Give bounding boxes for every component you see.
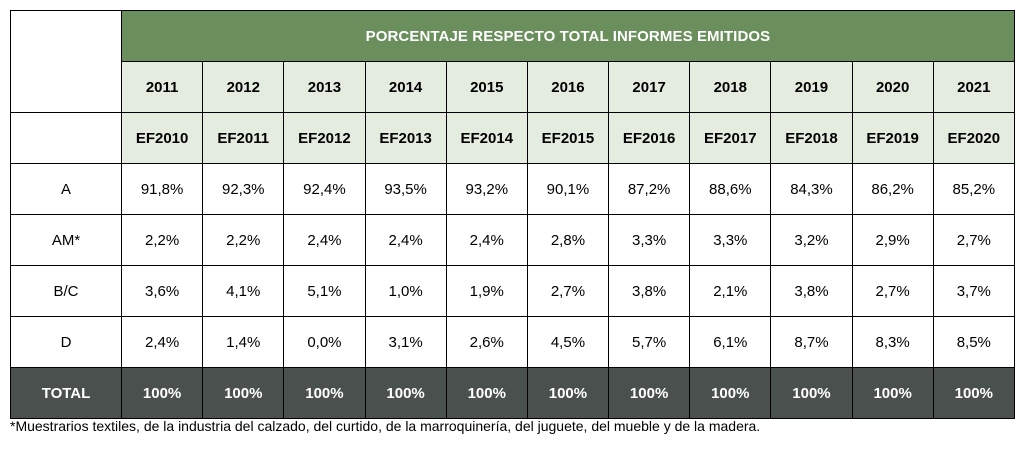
table-cell: 3,3% <box>608 214 691 266</box>
row-label: AM* <box>10 214 122 266</box>
exercise-header: EF2015 <box>526 112 610 164</box>
table-cell: 2,1% <box>689 265 772 317</box>
exercise-header: EF2013 <box>364 112 447 164</box>
table-cell: 2,4% <box>120 316 204 368</box>
exercise-header: EF2010 <box>120 112 204 164</box>
exercise-header: EF2017 <box>689 112 772 164</box>
year-header: 2013 <box>283 61 366 113</box>
corner-cell <box>10 10 122 113</box>
table-cell: 1,9% <box>445 265 528 317</box>
year-header: 2019 <box>770 61 853 113</box>
table-cell: 2,4% <box>283 214 366 266</box>
table-cell: 3,3% <box>689 214 772 266</box>
total-row: TOTAL 100% 100% 100% 100% 100% 100% 100%… <box>10 367 1015 419</box>
table-cell: 2,6% <box>445 316 528 368</box>
table-cell: 92,4% <box>283 163 366 215</box>
year-header: 2020 <box>851 61 934 113</box>
table-cell: 2,2% <box>202 214 285 266</box>
exercise-header-row: EF2010 EF2011 EF2012 EF2013 EF2014 EF201… <box>10 112 1015 164</box>
table-cell: 6,1% <box>689 316 772 368</box>
table-cell: 4,1% <box>202 265 285 317</box>
year-header: 2011 <box>120 61 204 113</box>
year-header: 2012 <box>202 61 285 113</box>
table-row-d: D 2,4% 1,4% 0,0% 3,1% 2,6% 4,5% 5,7% 6,1… <box>10 316 1015 368</box>
total-cell: 100% <box>526 367 610 419</box>
table-cell: 3,6% <box>120 265 204 317</box>
table-cell: 5,7% <box>608 316 691 368</box>
table-cell: 2,7% <box>851 265 934 317</box>
exercise-header: EF2019 <box>851 112 934 164</box>
table-cell: 8,7% <box>770 316 853 368</box>
table-cell: 8,3% <box>851 316 934 368</box>
table-cell: 4,5% <box>526 316 610 368</box>
total-cell: 100% <box>932 367 1015 419</box>
total-cell: 100% <box>851 367 934 419</box>
table-cell: 3,8% <box>608 265 691 317</box>
year-header: 2021 <box>932 61 1015 113</box>
table-cell: 2,7% <box>526 265 610 317</box>
table-cell: 2,9% <box>851 214 934 266</box>
total-cell: 100% <box>364 367 447 419</box>
year-header: 2014 <box>364 61 447 113</box>
table-title: PORCENTAJE RESPECTO TOTAL INFORMES EMITI… <box>121 10 1015 62</box>
year-header: 2018 <box>689 61 772 113</box>
table-cell: 93,2% <box>445 163 528 215</box>
total-cell: 100% <box>120 367 204 419</box>
table-cell: 3,2% <box>770 214 853 266</box>
footnote: *Muestrarios textiles, de la industria d… <box>10 418 761 434</box>
row-label: A <box>10 163 122 215</box>
table-cell: 3,8% <box>770 265 853 317</box>
table-cell: 87,2% <box>608 163 691 215</box>
table-cell: 85,2% <box>932 163 1015 215</box>
total-cell: 100% <box>445 367 528 419</box>
table-cell: 2,2% <box>120 214 204 266</box>
table-row-am: AM* 2,2% 2,2% 2,4% 2,4% 2,4% 2,8% 3,3% 3… <box>10 214 1015 266</box>
table-cell: 86,2% <box>851 163 934 215</box>
table-cell: 88,6% <box>689 163 772 215</box>
title-row: PORCENTAJE RESPECTO TOTAL INFORMES EMITI… <box>10 10 1015 113</box>
exercise-corner-cell <box>10 112 122 164</box>
table-cell: 5,1% <box>283 265 366 317</box>
year-header: 2017 <box>608 61 691 113</box>
table-cell: 1,0% <box>364 265 447 317</box>
table-cell: 2,8% <box>526 214 610 266</box>
row-label: D <box>10 316 122 368</box>
table-cell: 93,5% <box>364 163 447 215</box>
table-cell: 84,3% <box>770 163 853 215</box>
table-cell: 92,3% <box>202 163 285 215</box>
exercise-header: EF2014 <box>445 112 528 164</box>
row-label: B/C <box>10 265 122 317</box>
total-cell: 100% <box>689 367 772 419</box>
exercise-header: EF2018 <box>770 112 853 164</box>
total-cell: 100% <box>202 367 285 419</box>
table-row-a: A 91,8% 92,3% 92,4% 93,5% 93,2% 90,1% 87… <box>10 163 1015 215</box>
total-cell: 100% <box>283 367 366 419</box>
report-table: PORCENTAJE RESPECTO TOTAL INFORMES EMITI… <box>10 10 1015 419</box>
table-cell: 8,5% <box>932 316 1015 368</box>
total-cell: 100% <box>770 367 853 419</box>
table-cell: 91,8% <box>120 163 204 215</box>
table-cell: 1,4% <box>202 316 285 368</box>
table-cell: 2,4% <box>364 214 447 266</box>
exercise-header: EF2020 <box>932 112 1015 164</box>
table-cell: 90,1% <box>526 163 610 215</box>
year-header-row: 2011 2012 2013 2014 2015 2016 2017 2018 … <box>11 61 1015 113</box>
table-cell: 3,7% <box>932 265 1015 317</box>
year-header: 2016 <box>526 61 610 113</box>
total-cell: 100% <box>608 367 691 419</box>
table-cell: 2,4% <box>445 214 528 266</box>
table-cell: 3,1% <box>364 316 447 368</box>
exercise-header: EF2012 <box>283 112 366 164</box>
year-header: 2015 <box>445 61 528 113</box>
exercise-header: EF2011 <box>202 112 285 164</box>
total-label: TOTAL <box>10 367 122 419</box>
table-cell: 0,0% <box>283 316 366 368</box>
exercise-header: EF2016 <box>608 112 691 164</box>
table-cell: 2,7% <box>932 214 1015 266</box>
table-row-bc: B/C 3,6% 4,1% 5,1% 1,0% 1,9% 2,7% 3,8% 2… <box>10 265 1015 317</box>
